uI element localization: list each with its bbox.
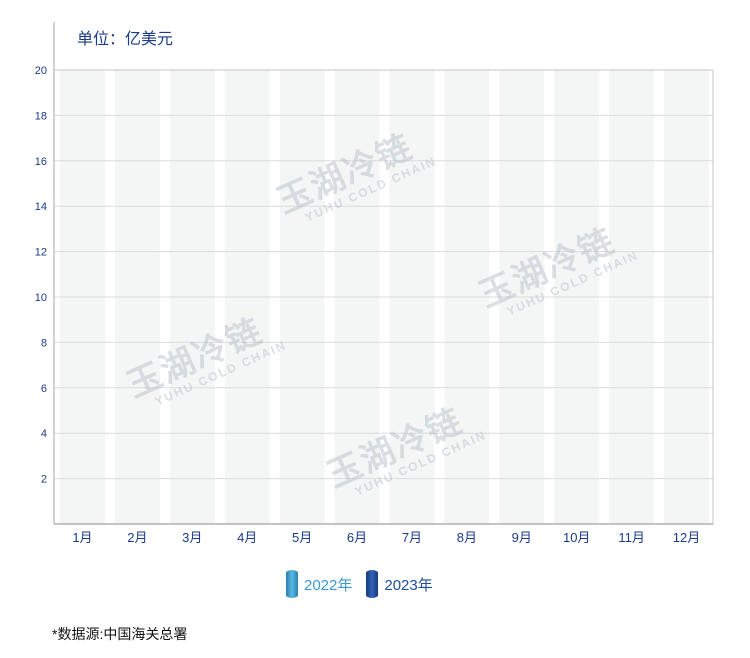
legend-label: 2023年 [384,576,433,594]
data-source: *数据源:中国海关总署 [52,626,188,642]
cylinder-icon [366,570,379,598]
legend: 2022年 2023年 [286,570,447,598]
y-tick-label: 8 [41,337,47,349]
legend-item-2023[interactable]: 2023年 [366,570,433,598]
x-tick-label: 5月 [292,530,312,545]
legend-item-2022[interactable]: 2022年 [286,570,352,598]
y-tick-label: 14 [35,201,47,213]
x-tick-label: 10月 [563,530,590,545]
x-tick-label: 9月 [512,530,532,545]
x-tick-label: 12月 [673,530,700,545]
legend-label: 2022年 [304,576,353,594]
cylinder-icon [286,570,298,598]
x-tick-label: 1月 [72,530,92,545]
x-tick-label: 4月 [237,530,257,545]
x-tick-label: 3月 [182,530,202,545]
y-tick-label: 12 [35,247,47,259]
y-tick-label: 20 [35,65,47,77]
unit-label: 单位：亿美元 [77,31,174,48]
y-tick-label: 4 [41,428,47,440]
y-tick-label: 6 [41,383,47,395]
y-tick-label: 16 [35,156,47,168]
x-tick-label: 6月 [347,530,367,545]
y-tick-label: 10 [35,292,47,304]
y-tick-label: 2 [41,474,47,486]
y-tick-label: 18 [35,110,47,122]
x-tick-label: 7月 [402,530,422,545]
x-tick-label: 11月 [618,530,645,545]
x-tick-label: 2月 [127,530,147,545]
x-tick-label: 8月 [457,530,477,545]
